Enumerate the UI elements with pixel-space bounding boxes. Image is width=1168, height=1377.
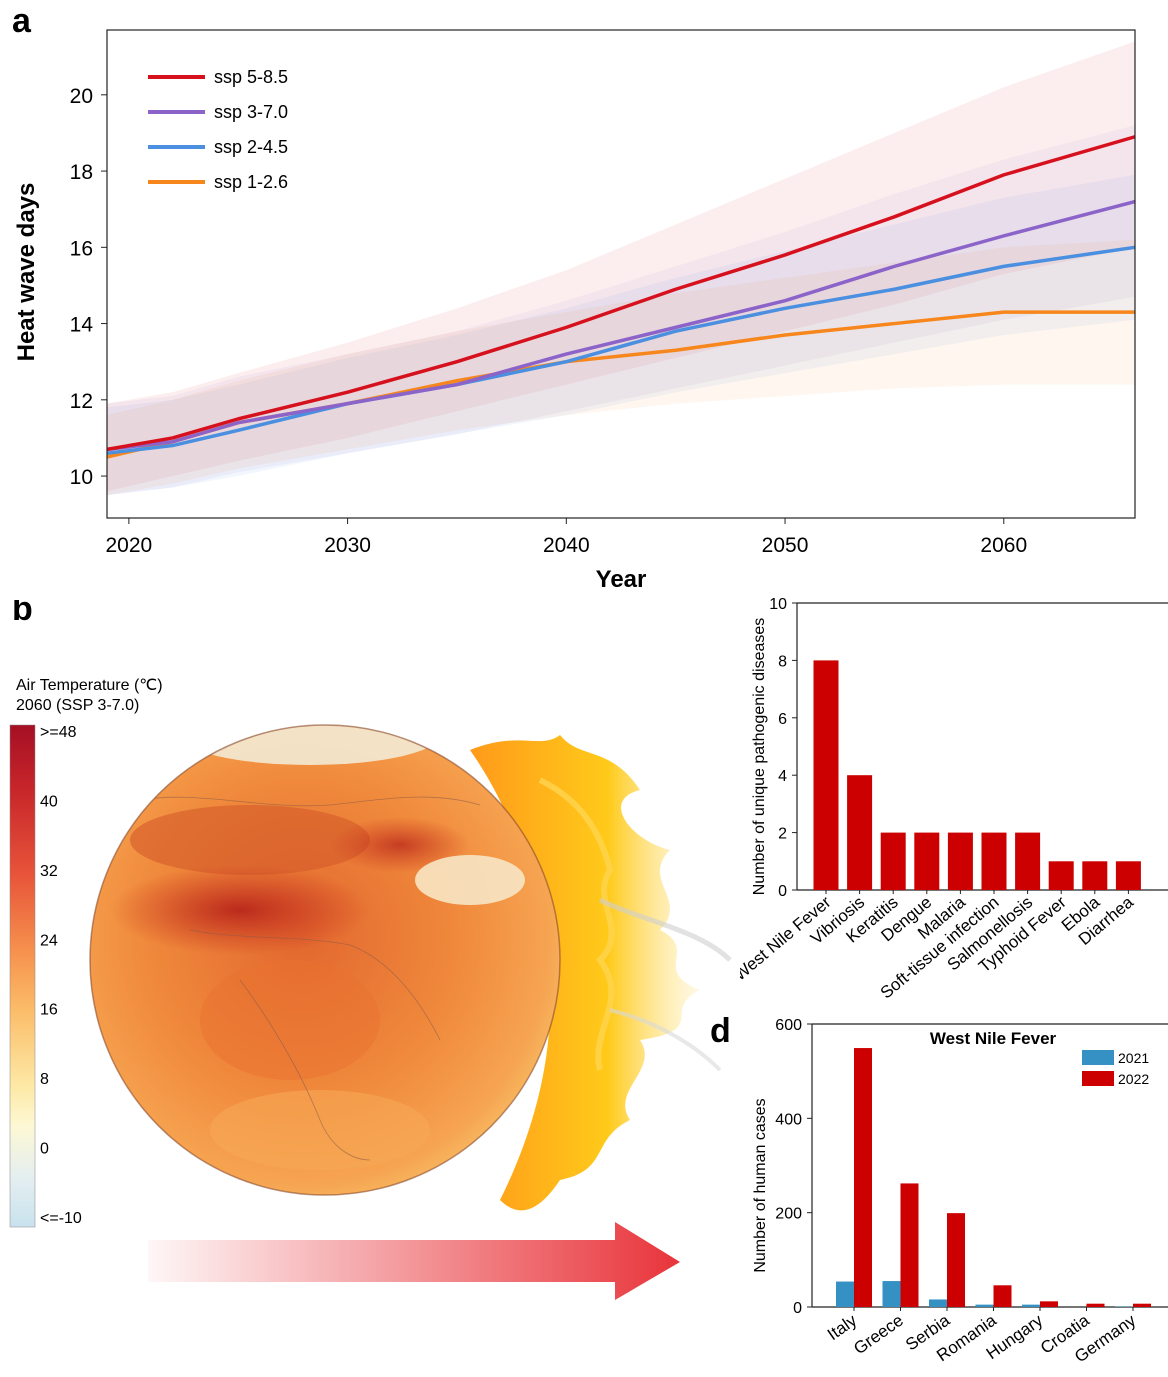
panel-b-letter: b xyxy=(12,600,33,628)
y-tick-label: 0 xyxy=(793,1300,802,1317)
x-tick-label: 2040 xyxy=(543,534,590,557)
y-tick-label: 14 xyxy=(70,314,94,337)
bar xyxy=(1048,861,1074,890)
panel-a-letter: a xyxy=(12,2,32,40)
legend-label: 2022 xyxy=(1118,1071,1149,1087)
y-tick-label: 18 xyxy=(70,161,93,184)
bar-2021 xyxy=(1022,1304,1040,1307)
y-tick-label: 6 xyxy=(778,711,787,728)
colorbar-subtitle: 2060 (SSP 3-7.0) xyxy=(16,697,139,714)
chart-title: West Nile Fever xyxy=(930,1029,1057,1048)
heatwave-line-chart: 2020 2030 2040 2050 2060 10 12 14 16 18 20 Year Heat… xyxy=(13,29,1136,593)
legend-swatch xyxy=(1082,1050,1114,1065)
colorbar-tick-label: 0 xyxy=(40,1141,49,1158)
x-tick-label: Greece xyxy=(850,1311,907,1359)
legend-swatch xyxy=(1082,1071,1114,1086)
colorbar-tick-label: 16 xyxy=(40,1002,58,1019)
bar-2021 xyxy=(882,1281,901,1307)
y-axis-label: Number of unique pathogenic diseases xyxy=(751,618,768,896)
bar xyxy=(981,832,1007,890)
x-tick-label: 2030 xyxy=(324,534,371,557)
y-axis-label: Number of human cases xyxy=(752,1098,769,1272)
colorbar-tick-label: >=48 xyxy=(40,724,77,741)
y-tick-label: 16 xyxy=(70,237,93,260)
y-tick-label: 4 xyxy=(778,768,787,785)
y-tick-label: 200 xyxy=(775,1206,802,1223)
bar xyxy=(947,832,973,890)
series-line xyxy=(106,135,1136,452)
legend-label: ssp 1-2.6 xyxy=(214,172,288,192)
y-tick-label: 0 xyxy=(778,883,787,900)
y-tick-label: 12 xyxy=(70,390,93,413)
bar-2021 xyxy=(929,1299,947,1307)
colorbar-tick-label: 40 xyxy=(40,793,58,810)
bar-2022 xyxy=(1086,1303,1105,1307)
uncertainty-band xyxy=(107,174,1135,496)
bar xyxy=(880,832,906,890)
colorbar xyxy=(9,724,36,1228)
panel-a: a 2020 2030 2040 2050 2060 10 12 14 16 18 20 Year He… xyxy=(12,2,1136,593)
bar-2021 xyxy=(836,1281,854,1307)
colorbar-tick-label: 32 xyxy=(40,863,58,880)
bar-2022 xyxy=(1040,1301,1058,1307)
bar-2021 xyxy=(975,1304,994,1307)
legend-label: ssp 3-7.0 xyxy=(214,102,288,122)
bar-2022 xyxy=(993,1285,1012,1307)
y-tick-label: 400 xyxy=(775,1111,802,1128)
bar-2022 xyxy=(854,1048,872,1307)
uncertainty-band xyxy=(107,125,1135,496)
y-tick-label: 10 xyxy=(769,596,787,613)
bar-2022 xyxy=(900,1183,919,1307)
uncertainty-band xyxy=(107,239,1135,496)
legend-label: ssp 2-4.5 xyxy=(214,137,288,157)
legend-label: 2021 xyxy=(1118,1050,1149,1066)
y-tick-label: 600 xyxy=(775,1017,802,1034)
x-tick-label: 2050 xyxy=(762,534,809,557)
y-axis-label: Heat wave days xyxy=(13,183,40,362)
bar-2022 xyxy=(1133,1303,1151,1307)
panel-b: b Air Temperature (℃) 2060 (SSP 3-7.0) >… xyxy=(9,600,732,1300)
bar xyxy=(1115,861,1141,890)
y-tick-label: 2 xyxy=(778,826,787,843)
direction-arrow xyxy=(148,1222,680,1300)
y-tick-label: 8 xyxy=(778,653,787,670)
colorbar-ticks: >=48 40 32 24 16 8 0 <=-10 xyxy=(40,724,82,1227)
colorbar-tick-label: <=-10 xyxy=(40,1210,82,1227)
y-tick-label: 10 xyxy=(70,466,93,489)
series-line xyxy=(106,245,1136,455)
x-tick-label: 2060 xyxy=(980,534,1027,557)
plot-frame xyxy=(106,29,1136,519)
colorbar-title: Air Temperature (℃) xyxy=(16,677,163,694)
bar xyxy=(813,660,839,890)
bar xyxy=(1082,861,1108,890)
x-tick-label: 2020 xyxy=(106,534,153,557)
colorbar-tick-label: 24 xyxy=(40,932,58,949)
series-line xyxy=(106,199,1136,452)
bar-2022 xyxy=(947,1213,965,1307)
bar xyxy=(914,832,940,890)
uncertainty-band xyxy=(107,41,1135,492)
west-nile-bar-chart: 0200400600ItalyGreeceSerbiaRomaniaHungar… xyxy=(752,1017,1168,1366)
globe-illustration xyxy=(89,724,561,1196)
bar xyxy=(847,775,873,890)
panel-d-letter: d xyxy=(710,1012,731,1050)
y-tick-label: 20 xyxy=(70,85,93,108)
colorbar-tick-label: 8 xyxy=(40,1071,49,1088)
x-axis-label: Year xyxy=(596,566,647,593)
panel-d: d 0200400600ItalyGreeceSerbiaRomaniaHung… xyxy=(710,1012,1168,1366)
bar xyxy=(1015,832,1041,890)
legend-label: ssp 5-8.5 xyxy=(214,67,288,87)
